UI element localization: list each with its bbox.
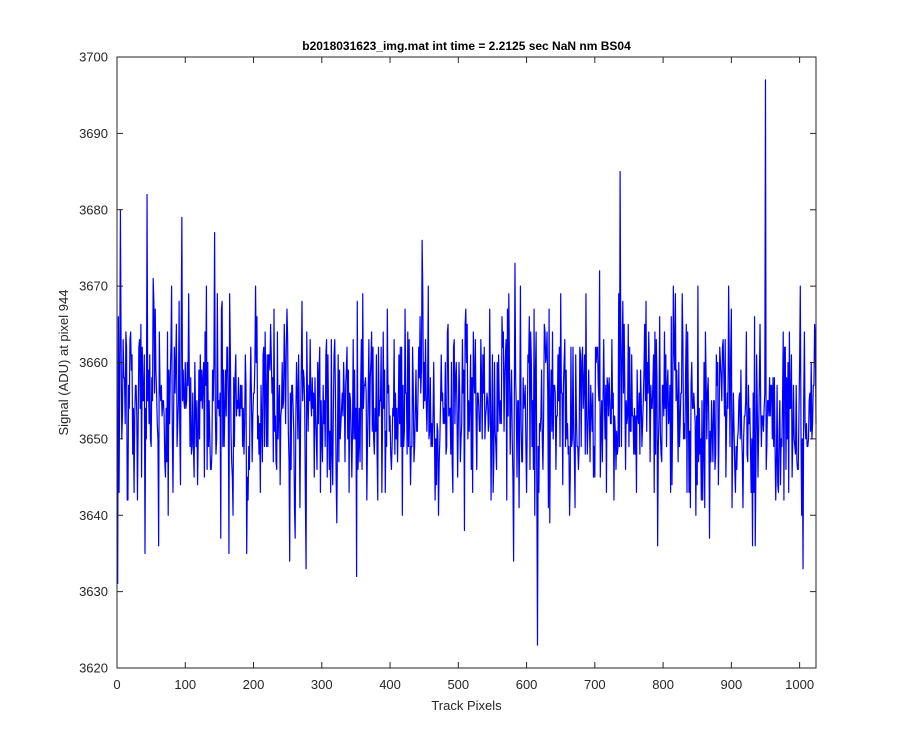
x-tick-label: 600 xyxy=(516,677,538,692)
chart-title: b2018031623_img.mat int time = 2.2125 se… xyxy=(302,39,631,53)
y-tick-label: 3700 xyxy=(79,50,108,65)
series-line xyxy=(117,79,817,646)
y-tick-label: 3630 xyxy=(79,584,108,599)
x-tick-label: 500 xyxy=(447,677,469,692)
y-tick-label: 3660 xyxy=(79,355,108,370)
x-tick-label: 900 xyxy=(721,677,743,692)
y-axis-label: Signal (ADU) at pixel 944 xyxy=(56,290,71,436)
ticks-layer: 0 100 200 300 400 500 600 700 800 900 1000 3620 3630… xyxy=(79,50,816,692)
y-tick-label: 3650 xyxy=(79,431,108,446)
x-tick-label: 400 xyxy=(379,677,401,692)
y-tick-label: 3640 xyxy=(79,508,108,523)
x-tick-label: 0 xyxy=(113,677,120,692)
y-tick-label: 3670 xyxy=(79,279,108,294)
y-tick-label: 3620 xyxy=(79,661,108,676)
x-tick-label: 800 xyxy=(652,677,674,692)
x-tick-label: 300 xyxy=(311,677,333,692)
x-axis-label: Track Pixels xyxy=(431,698,502,713)
x-tick-label: 100 xyxy=(174,677,196,692)
x-tick-label: 1000 xyxy=(785,677,814,692)
y-tick-label: 3680 xyxy=(79,202,108,217)
x-tick-label: 200 xyxy=(243,677,265,692)
y-tick-label: 3690 xyxy=(79,126,108,141)
series-layer xyxy=(117,79,817,646)
x-tick-label: 700 xyxy=(584,677,606,692)
